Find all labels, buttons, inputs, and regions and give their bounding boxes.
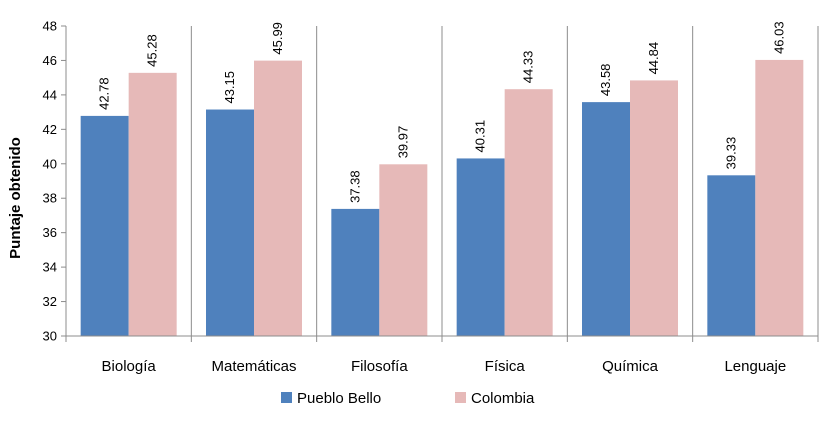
data-label: 39.33	[723, 137, 738, 170]
legend-swatch	[281, 392, 292, 403]
x-category-label: Biología	[102, 358, 157, 375]
x-category-label: Matemáticas	[211, 358, 296, 375]
bar-colombia	[755, 59, 804, 337]
x-category-labels: Biología Matemáticas Filosofía Física Químic…	[102, 358, 787, 375]
y-tick-label: 44	[43, 87, 57, 102]
data-label: 46.03	[771, 21, 786, 54]
bar-pueblo-bello	[707, 175, 756, 336]
bar-pueblo-bello	[456, 158, 505, 336]
bar-colombia	[630, 80, 678, 336]
bar-colombia	[504, 89, 553, 336]
y-axis-title: Puntaje obtenido	[7, 137, 24, 259]
axes	[65, 26, 818, 337]
legend-label: Pueblo Bello	[297, 390, 381, 407]
y-tick-label: 32	[43, 294, 57, 309]
y-tick-label: 34	[43, 260, 57, 275]
category-separators	[65, 26, 819, 342]
data-label: 42.78	[97, 77, 112, 110]
y-ticks: 30 32 34 36 38 40 42 44 46 48	[43, 19, 66, 344]
x-category-label: Filosofía	[351, 358, 408, 375]
data-label: 44.33	[521, 51, 536, 84]
x-category-label: Física	[485, 358, 526, 375]
x-category-label: Lenguaje	[724, 358, 786, 375]
data-label: 43.58	[598, 64, 613, 97]
data-label: 37.38	[347, 170, 362, 203]
data-label: 43.15	[222, 71, 237, 104]
bar-pueblo-bello	[331, 208, 380, 336]
data-label: 39.97	[395, 126, 410, 159]
y-tick-label: 46	[43, 53, 57, 68]
data-label: 40.31	[473, 120, 488, 153]
legend-label: Colombia	[471, 390, 535, 407]
y-tick-label: 36	[43, 225, 57, 240]
x-category-label: Química	[602, 358, 659, 375]
legend: Pueblo Bello Colombia	[281, 390, 535, 407]
data-label: 45.99	[270, 22, 285, 55]
y-tick-label: 30	[43, 329, 57, 344]
bar-colombia	[254, 60, 302, 336]
bar-pueblo-bello	[206, 109, 254, 337]
bars	[80, 59, 804, 337]
data-label: 44.84	[646, 42, 661, 75]
y-tick-label: 42	[43, 122, 57, 137]
y-tick-label: 38	[43, 191, 57, 206]
bar-pueblo-bello	[582, 102, 630, 336]
y-tick-label: 48	[43, 19, 57, 34]
y-tick-label: 40	[43, 156, 57, 171]
bar-colombia	[379, 164, 428, 336]
bar-colombia	[128, 72, 177, 336]
data-labels: 42.78 45.28 43.15 45.99 37.38 39.97 40.31 44.33…	[97, 21, 787, 203]
bar-pueblo-bello	[80, 115, 129, 337]
legend-swatch	[455, 392, 466, 403]
data-label: 45.28	[145, 34, 160, 67]
